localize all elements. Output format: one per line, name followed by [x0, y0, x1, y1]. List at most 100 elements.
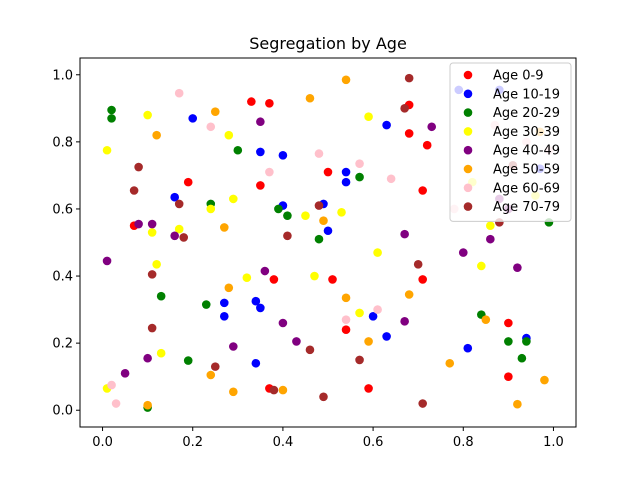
data-point: [513, 399, 522, 409]
data-point: [283, 231, 292, 241]
data-point: [102, 145, 112, 155]
axis-ticks: 0.0 0.2 0.4 0.6 0.8 1.0 0.0 0.2 0.4 0.6 0.8 1.0: [52, 68, 563, 450]
data-point: [183, 356, 193, 365]
data-point: [486, 234, 495, 244]
data-point: [147, 228, 157, 237]
data-point: [504, 372, 513, 381]
data-point: [301, 211, 310, 220]
data-point: [256, 117, 265, 127]
data-point: [517, 353, 527, 363]
data-point: [404, 290, 414, 299]
data-point: [247, 97, 256, 106]
data-point: [355, 172, 364, 182]
y-tick-label: 0.0: [52, 404, 73, 419]
data-point: [400, 229, 409, 239]
data-point: [368, 312, 378, 321]
data-point: [341, 75, 351, 85]
data-point: [445, 358, 455, 368]
data-point: [143, 110, 152, 120]
data-point: [170, 231, 179, 241]
data-point: [219, 298, 229, 308]
data-point: [256, 181, 265, 190]
data-point: [147, 323, 157, 333]
data-point: [355, 159, 364, 168]
x-tick-label: 0.6: [363, 435, 384, 450]
data-point: [152, 130, 161, 140]
data-point: [323, 167, 333, 177]
data-point: [170, 192, 179, 202]
y-tick-label: 0.2: [52, 337, 73, 352]
data-point: [341, 325, 351, 335]
series-age-50-59: [143, 75, 549, 410]
data-point: [120, 369, 130, 378]
data-point: [477, 261, 486, 271]
series-age-30-39: [102, 110, 540, 393]
data-point: [256, 147, 265, 157]
data-point: [229, 342, 238, 351]
legend-label: Age 70-79: [493, 200, 560, 215]
legend-label: Age 10-19: [493, 87, 560, 102]
legend-marker: [463, 70, 473, 80]
plot-frame: [79, 57, 577, 428]
data-point: [341, 167, 351, 177]
data-point: [242, 273, 252, 283]
x-tick-label: 0.8: [453, 435, 474, 450]
data-point: [427, 122, 437, 132]
data-point: [224, 130, 234, 140]
data-point: [364, 384, 373, 393]
data-point: [504, 318, 513, 328]
data-point: [373, 305, 382, 314]
data-point: [219, 312, 229, 321]
data-point: [481, 315, 491, 324]
data-point: [107, 380, 116, 390]
data-point: [341, 177, 351, 187]
data-point: [486, 221, 495, 231]
data-point: [206, 204, 216, 214]
data-point: [134, 219, 143, 229]
data-point: [319, 216, 328, 225]
data-point: [174, 88, 184, 98]
data-point: [210, 362, 220, 371]
data-point: [156, 348, 166, 358]
data-point: [292, 337, 301, 346]
data-point: [337, 208, 346, 217]
data-point: [400, 104, 409, 113]
data-point: [201, 300, 211, 309]
legend-marker: [463, 127, 473, 136]
data-point: [174, 224, 184, 234]
data-point: [251, 358, 261, 368]
data-point: [269, 275, 279, 284]
data-point: [111, 399, 121, 408]
legend-label: Age 20-29: [493, 106, 560, 121]
data-point: [458, 248, 468, 257]
data-point: [364, 112, 373, 122]
data-point: [210, 107, 220, 116]
legend-marker: [463, 183, 473, 193]
data-point: [278, 385, 288, 395]
data-point: [355, 355, 364, 365]
data-point: [265, 167, 274, 177]
data-point: [283, 211, 292, 220]
data-point: [513, 263, 522, 272]
y-tick-label: 0.6: [52, 202, 73, 217]
data-point: [265, 98, 274, 108]
data-point: [256, 303, 265, 313]
data-point: [355, 308, 364, 318]
x-tick-label: 0.4: [273, 435, 294, 450]
data-point: [341, 293, 351, 303]
series-age-0-9: [129, 97, 513, 393]
y-tick-label: 0.8: [52, 135, 73, 150]
legend-marker: [463, 202, 473, 211]
data-point: [305, 345, 315, 355]
data-point: [274, 204, 283, 214]
data-point: [319, 392, 328, 402]
data-point: [129, 186, 139, 195]
data-point: [229, 387, 238, 397]
data-point: [404, 73, 414, 83]
data-points: [102, 73, 554, 412]
data-point: [278, 150, 288, 160]
data-point: [107, 105, 116, 115]
data-point: [418, 275, 427, 284]
